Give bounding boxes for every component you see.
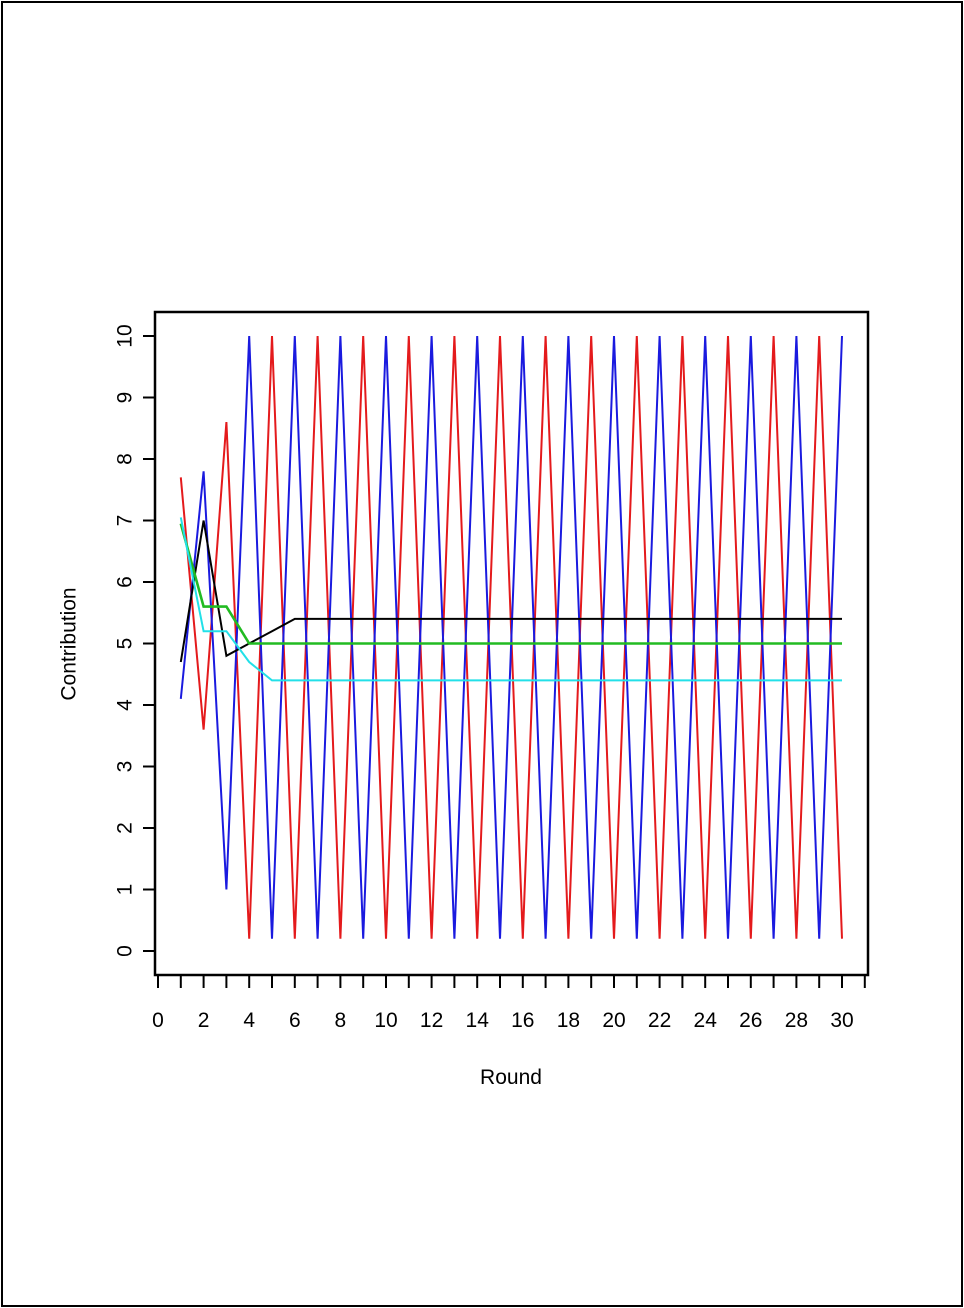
x-tick-label: 16 bbox=[511, 1009, 534, 1032]
series-line-3 bbox=[179, 520, 842, 663]
x-tick-label: 0 bbox=[152, 1009, 164, 1032]
x-tick-label: 20 bbox=[602, 1009, 625, 1032]
y-tick-label: 0 bbox=[113, 945, 136, 957]
x-tick-label: 30 bbox=[830, 1009, 853, 1032]
x-axis-label: Round bbox=[480, 1066, 542, 1089]
x-tick-label: 14 bbox=[466, 1009, 490, 1032]
series-line-2 bbox=[179, 335, 843, 939]
x-tick-label: 12 bbox=[420, 1009, 443, 1032]
y-tick-label: 2 bbox=[113, 822, 136, 834]
y-tick-label: 7 bbox=[113, 515, 136, 527]
y-tick-label: 5 bbox=[113, 638, 136, 650]
x-tick-label: 8 bbox=[335, 1009, 347, 1032]
y-axis-label: Contribution bbox=[57, 587, 80, 700]
y-axis: 0 1 2 3 4 5 6 7 8 9 10 bbox=[113, 324, 155, 957]
y-tick-label: 4 bbox=[113, 699, 136, 711]
y-tick-label: 6 bbox=[113, 576, 136, 588]
series-layer bbox=[179, 335, 843, 939]
x-tick-label: 24 bbox=[694, 1009, 718, 1032]
x-tick-label: 2 bbox=[198, 1009, 210, 1032]
x-tick-label: 22 bbox=[648, 1009, 671, 1032]
x-axis: 0 2 4 6 8 10 12 14 16 18 20 22 24 26 28 30 bbox=[152, 975, 866, 1032]
y-tick-label: 3 bbox=[113, 761, 136, 773]
series-line-4 bbox=[179, 523, 842, 645]
y-tick-label: 1 bbox=[113, 884, 136, 896]
x-tick-label: 10 bbox=[374, 1009, 397, 1032]
series-line-5 bbox=[179, 517, 842, 682]
x-tick-label: 28 bbox=[785, 1009, 808, 1032]
x-tick-label: 6 bbox=[289, 1009, 301, 1032]
y-tick-label: 10 bbox=[113, 324, 136, 347]
x-tick-label: 26 bbox=[739, 1009, 762, 1032]
y-tick-label: 8 bbox=[113, 453, 136, 465]
x-tick-label: 18 bbox=[557, 1009, 580, 1032]
y-tick-label: 9 bbox=[113, 392, 136, 404]
x-tick-label: 4 bbox=[243, 1009, 255, 1032]
